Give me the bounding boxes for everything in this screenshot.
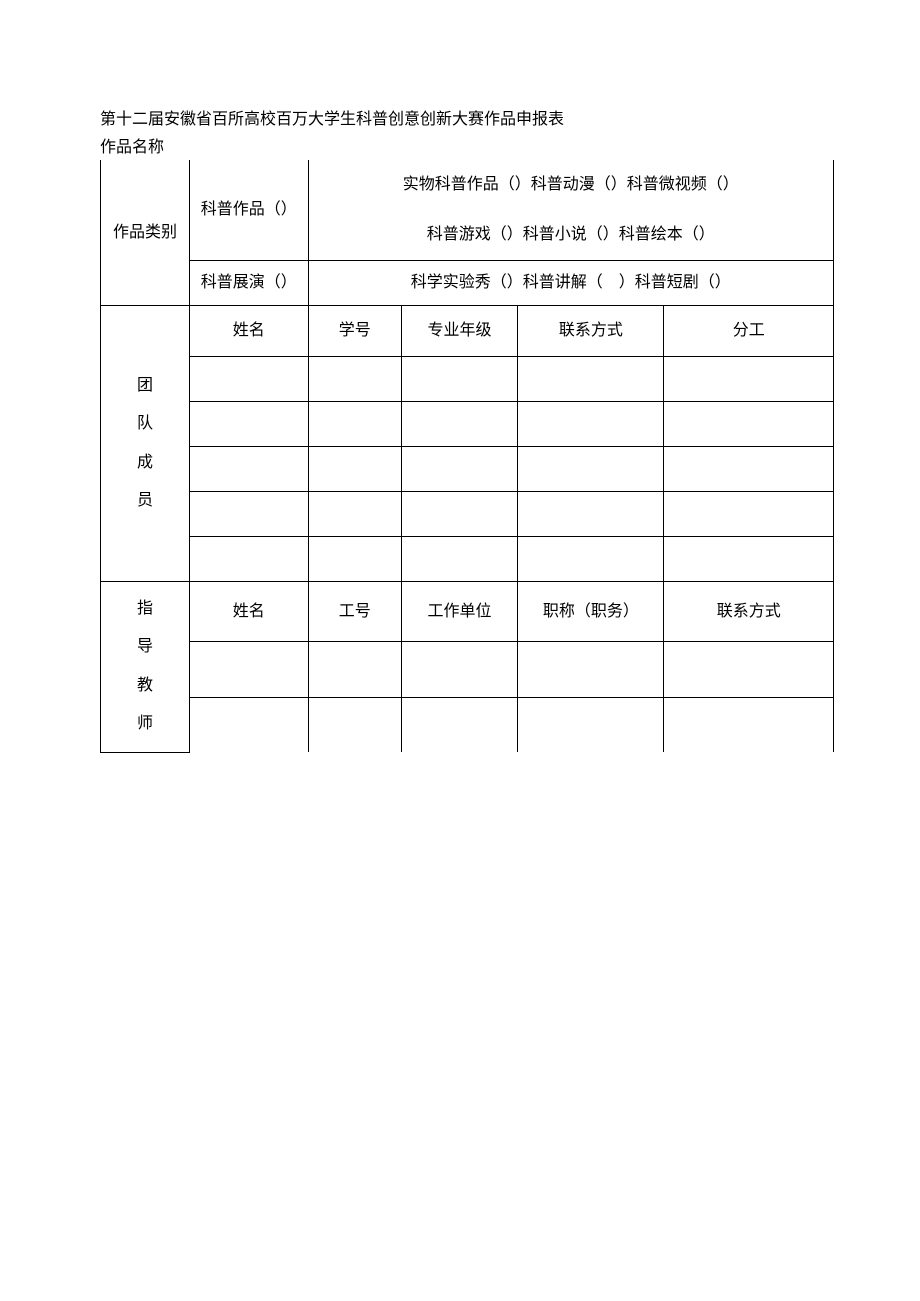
teacher-cell[interactable] [189,697,308,752]
work-name-label: 作品名称 [100,136,834,160]
team-cell[interactable] [518,402,664,447]
team-char-1: 队 [101,405,189,443]
teacher-header-name: 姓名 [189,582,308,642]
team-cell[interactable] [518,537,664,582]
team-cell[interactable] [664,447,834,492]
team-cell[interactable] [308,537,401,582]
category-works-line1: 实物科普作品（）科普动漫（）科普微视频（） [308,160,833,210]
category-show-label: 科普展演（） [189,261,308,306]
teacher-cell[interactable] [664,697,834,752]
team-cell[interactable] [664,492,834,537]
team-cell[interactable] [189,492,308,537]
team-cell[interactable] [401,492,518,537]
teacher-section-label: 指 导 教 师 [101,582,190,753]
team-cell[interactable] [401,402,518,447]
application-table: 作品类别 科普作品（） 实物科普作品（）科普动漫（）科普微视频（） 科普游戏（）… [100,160,834,753]
team-char-3: 员 [101,482,189,520]
team-cell[interactable] [664,402,834,447]
team-cell[interactable] [308,402,401,447]
team-cell[interactable] [518,492,664,537]
teacher-char-1: 导 [101,628,189,666]
teacher-cell[interactable] [401,697,518,752]
team-char-0: 团 [101,367,189,405]
teacher-cell[interactable] [308,642,401,698]
teacher-cell[interactable] [664,642,834,698]
category-works-label: 科普作品（） [189,160,308,261]
team-section-label: 团 队 成 员 [101,306,190,582]
teacher-header-contact: 联系方式 [664,582,834,642]
team-cell[interactable] [308,447,401,492]
category-show-line: 科学实验秀（）科普讲解（ ）科普短剧（） [308,261,833,306]
team-header-id: 学号 [308,306,401,357]
team-header-role: 分工 [664,306,834,357]
teacher-cell[interactable] [401,642,518,698]
category-works-line2: 科普游戏（）科普小说（）科普绘本（） [308,210,833,261]
team-char-2: 成 [101,444,189,482]
teacher-header-unit: 工作单位 [401,582,518,642]
team-cell[interactable] [401,357,518,402]
page-title: 第十二届安徽省百所高校百万大学生科普创意创新大赛作品申报表 [100,108,834,132]
teacher-char-2: 教 [101,667,189,705]
team-cell[interactable] [189,357,308,402]
teacher-char-3: 师 [101,705,189,743]
team-cell[interactable] [664,357,834,402]
team-cell[interactable] [518,357,664,402]
team-header-major: 专业年级 [401,306,518,357]
page: 第十二届安徽省百所高校百万大学生科普创意创新大赛作品申报表 作品名称 作品类别 … [0,0,920,1301]
team-header-name: 姓名 [189,306,308,357]
team-cell[interactable] [189,447,308,492]
team-cell[interactable] [308,492,401,537]
teacher-cell[interactable] [518,697,664,752]
teacher-cell[interactable] [308,697,401,752]
teacher-char-0: 指 [101,590,189,628]
team-header-contact: 联系方式 [518,306,664,357]
teacher-cell[interactable] [518,642,664,698]
team-cell[interactable] [308,357,401,402]
team-cell[interactable] [664,537,834,582]
teacher-header-id: 工号 [308,582,401,642]
team-cell[interactable] [401,447,518,492]
teacher-cell[interactable] [189,642,308,698]
category-row-label: 作品类别 [101,160,190,306]
team-cell[interactable] [189,537,308,582]
team-cell[interactable] [518,447,664,492]
team-cell[interactable] [401,537,518,582]
team-cell[interactable] [189,402,308,447]
teacher-header-title: 职称（职务） [518,582,664,642]
